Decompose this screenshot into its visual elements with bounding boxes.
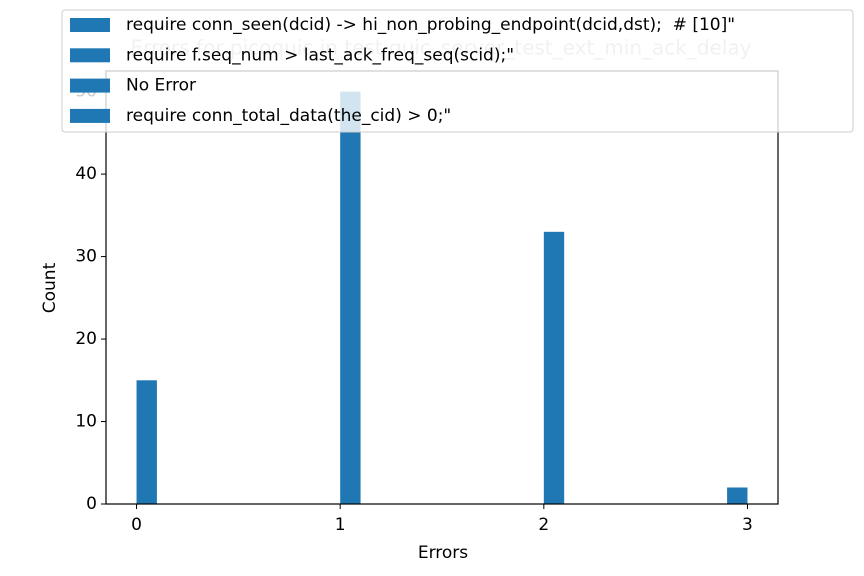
x-tick-label: 2 — [538, 515, 549, 535]
y-axis-label: Count — [40, 262, 60, 313]
bar — [543, 231, 565, 505]
legend-swatch — [70, 48, 110, 63]
legend-label: require conn_total_data(the_cid) > 0;" — [126, 106, 451, 126]
legend-label: No Error — [126, 76, 196, 96]
y-tick-label: 10 — [75, 412, 97, 432]
bar — [136, 380, 157, 504]
legend-swatch — [70, 18, 110, 32]
bar — [340, 91, 361, 504]
y-tick-label: 30 — [75, 247, 97, 267]
x-tick-label: 0 — [131, 515, 142, 535]
x-tick-label: 3 — [742, 515, 753, 535]
legend-label: require conn_seen(dcid) -> hi_non_probin… — [126, 15, 735, 35]
legend-box — [61, 9, 854, 133]
plot-frame — [105, 70, 779, 505]
x-axis-label: Errors — [418, 543, 468, 563]
y-tick-label: 0 — [86, 494, 97, 514]
legend-label: require f.seq_num > last_ack_freq_seq(sc… — [126, 45, 514, 65]
y-tick-label: 40 — [75, 164, 97, 184]
bar — [727, 487, 748, 504]
legend-swatch — [70, 108, 110, 123]
legend-swatch — [70, 78, 110, 93]
x-tick-label: 1 — [335, 515, 346, 535]
y-tick-label: 20 — [75, 329, 97, 349]
